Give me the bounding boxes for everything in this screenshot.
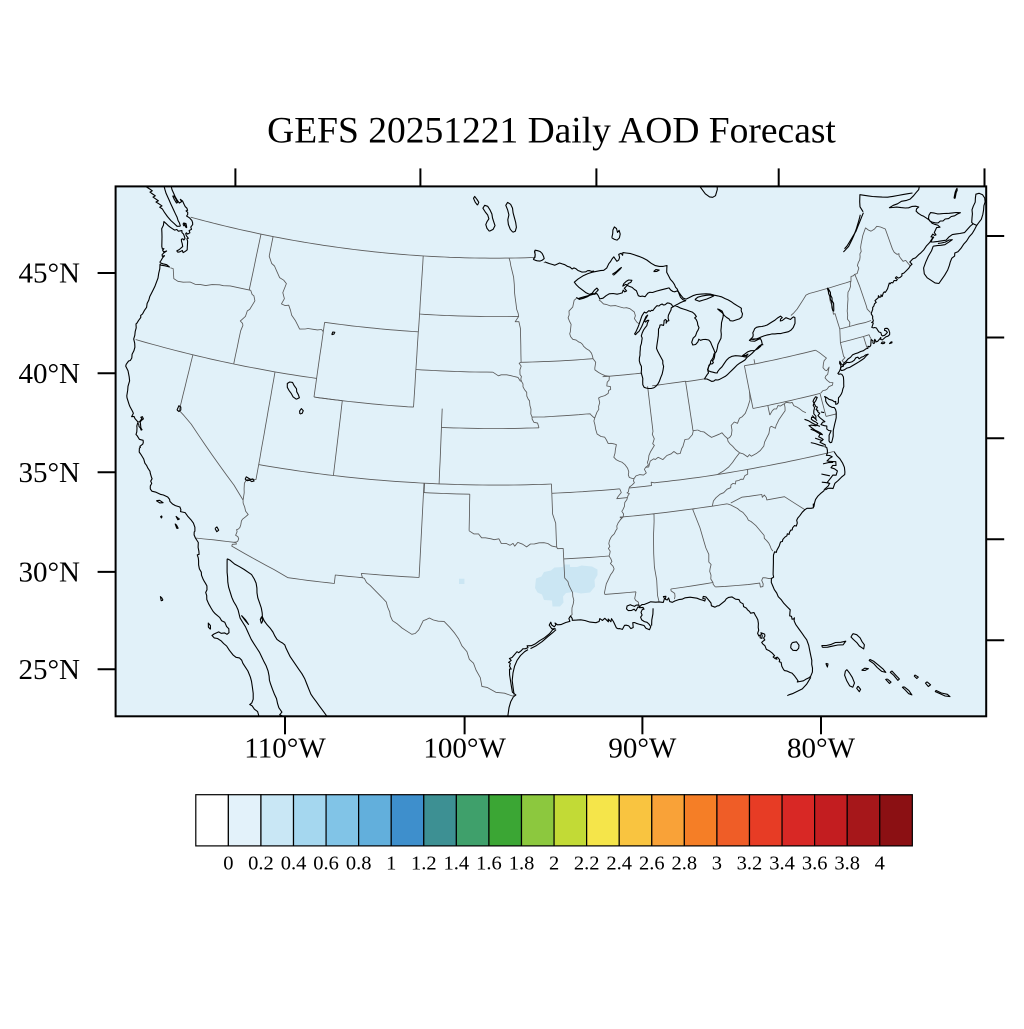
svg-text:1.6: 1.6 — [476, 853, 502, 875]
svg-text:3: 3 — [712, 853, 722, 875]
svg-text:80°W: 80°W — [787, 732, 856, 764]
svg-text:0.6: 0.6 — [313, 853, 339, 875]
svg-text:1: 1 — [386, 853, 396, 875]
svg-text:110°W: 110°W — [244, 732, 326, 764]
svg-text:2: 2 — [549, 853, 559, 875]
svg-text:2.6: 2.6 — [639, 853, 665, 875]
svg-text:40°N: 40°N — [18, 358, 80, 390]
svg-text:45°N: 45°N — [18, 258, 80, 290]
svg-text:90°W: 90°W — [608, 732, 677, 764]
svg-text:1.8: 1.8 — [509, 853, 535, 875]
svg-text:0.2: 0.2 — [248, 853, 274, 875]
svg-text:0.4: 0.4 — [281, 853, 307, 875]
svg-text:1.2: 1.2 — [411, 853, 437, 875]
svg-text:2.4: 2.4 — [606, 853, 632, 875]
svg-text:2.2: 2.2 — [574, 853, 600, 875]
svg-text:30°N: 30°N — [18, 557, 80, 589]
svg-text:0.8: 0.8 — [346, 853, 372, 875]
svg-text:25°N: 25°N — [18, 654, 80, 686]
svg-text:35°N: 35°N — [18, 457, 80, 489]
svg-text:GEFS 20251221 Daily AOD Foreca: GEFS 20251221 Daily AOD Forecast — [267, 111, 836, 152]
svg-text:0: 0 — [223, 853, 233, 875]
svg-text:3.2: 3.2 — [737, 853, 763, 875]
svg-text:4: 4 — [875, 853, 885, 875]
svg-text:100°W: 100°W — [423, 732, 506, 764]
svg-text:3.4: 3.4 — [769, 853, 795, 875]
svg-text:3.6: 3.6 — [802, 853, 828, 875]
svg-text:3.8: 3.8 — [834, 853, 860, 875]
svg-text:1.4: 1.4 — [444, 853, 470, 875]
svg-text:2.8: 2.8 — [672, 853, 698, 875]
